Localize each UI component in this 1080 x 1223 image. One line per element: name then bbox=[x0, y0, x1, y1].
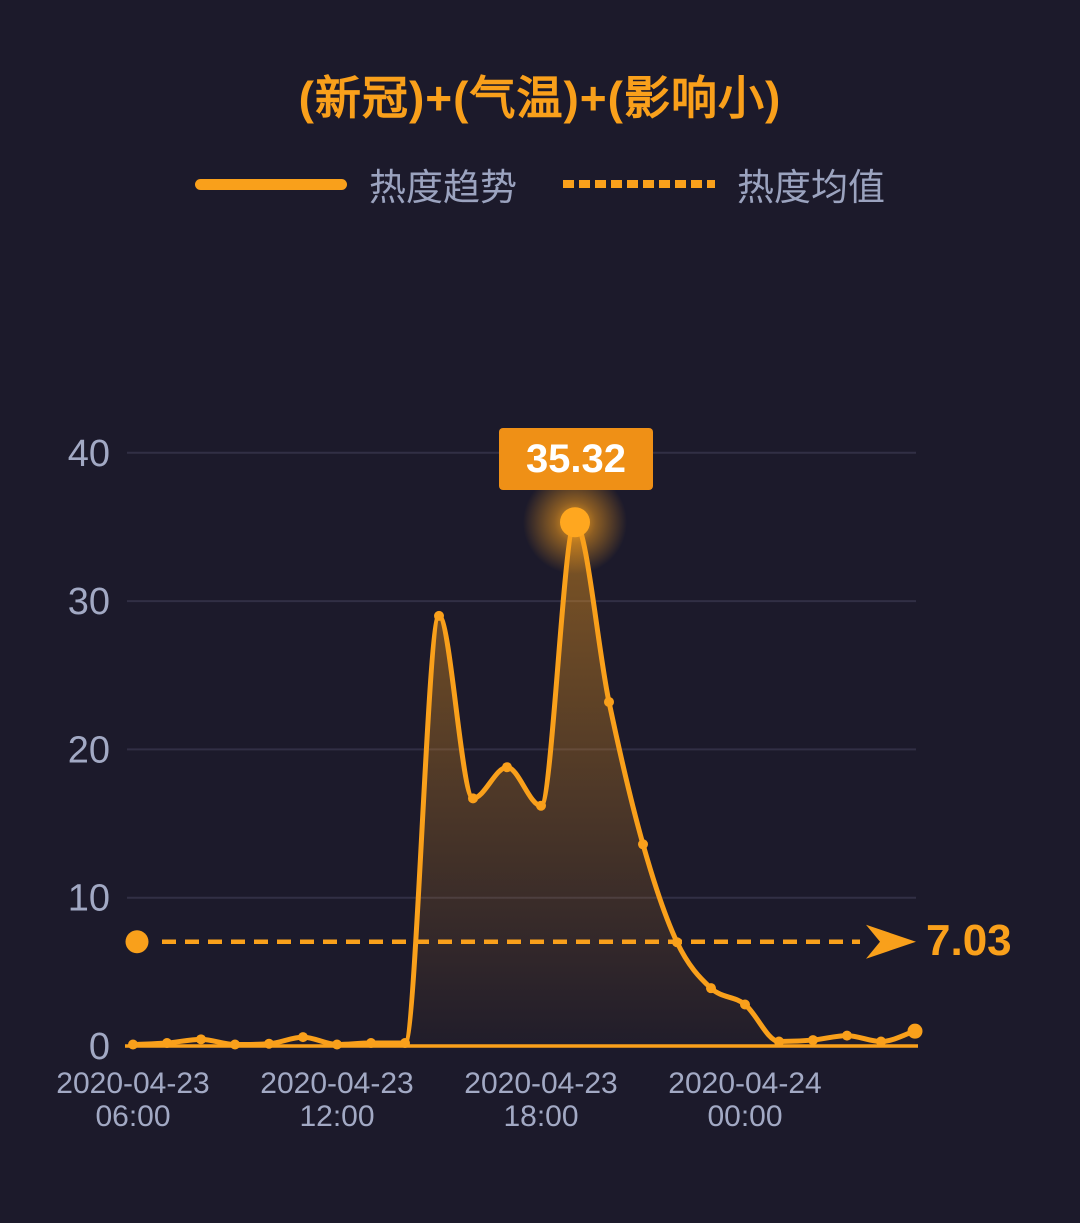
data-point[interactable] bbox=[842, 1030, 852, 1041]
data-point[interactable] bbox=[876, 1036, 886, 1047]
data-point[interactable] bbox=[434, 610, 444, 621]
legend: 热度趋势 热度均值 bbox=[0, 158, 1080, 210]
data-point[interactable] bbox=[128, 1039, 138, 1050]
average-value-label: 7.03 bbox=[926, 916, 1012, 965]
legend-label-trend: 热度趋势 bbox=[369, 167, 517, 208]
data-point[interactable] bbox=[638, 839, 648, 850]
y-axis-label: 30 bbox=[68, 581, 110, 623]
x-axis-label-time: 18:00 bbox=[503, 1100, 578, 1133]
highlighted-data-point[interactable] bbox=[560, 507, 590, 538]
y-axis-label: 10 bbox=[68, 878, 110, 920]
y-axis-label: 40 bbox=[68, 433, 110, 475]
series-area bbox=[133, 522, 915, 1046]
x-axis-label-date: 2020-04-23 bbox=[464, 1067, 617, 1100]
data-point[interactable] bbox=[196, 1034, 206, 1045]
chart-title: (新冠)+(气温)+(影响小) bbox=[298, 72, 782, 124]
x-axis-label-time: 06:00 bbox=[95, 1100, 170, 1133]
legend-item-average[interactable]: 热度均值 bbox=[563, 157, 885, 211]
solid-line-swatch-icon bbox=[195, 178, 347, 190]
data-point[interactable] bbox=[162, 1038, 172, 1049]
data-point[interactable] bbox=[230, 1039, 240, 1050]
data-point[interactable] bbox=[264, 1038, 274, 1049]
tooltip: 35.32 bbox=[499, 428, 653, 490]
data-point[interactable] bbox=[366, 1038, 376, 1049]
data-point[interactable] bbox=[400, 1038, 410, 1049]
arrow-right-icon bbox=[866, 924, 916, 959]
data-point[interactable] bbox=[604, 696, 614, 707]
dashed-line-swatch-icon bbox=[563, 180, 715, 188]
x-axis-label-time: 12:00 bbox=[299, 1100, 374, 1133]
data-point[interactable] bbox=[332, 1039, 342, 1050]
data-point[interactable] bbox=[740, 999, 750, 1010]
data-point[interactable] bbox=[502, 762, 512, 773]
average-line-start-dot bbox=[125, 930, 149, 954]
x-axis-label-time: 00:00 bbox=[707, 1100, 782, 1133]
x-axis-label-date: 2020-04-24 bbox=[668, 1067, 821, 1100]
data-point[interactable] bbox=[774, 1036, 784, 1047]
data-point[interactable] bbox=[808, 1035, 818, 1046]
x-axis-label-date: 2020-04-23 bbox=[260, 1067, 413, 1100]
y-axis-label: 20 bbox=[68, 729, 110, 771]
legend-label-average: 热度均值 bbox=[737, 167, 885, 208]
data-point[interactable] bbox=[468, 793, 478, 804]
data-point[interactable] bbox=[706, 983, 716, 994]
data-point[interactable] bbox=[298, 1032, 308, 1043]
data-point[interactable] bbox=[536, 800, 546, 811]
legend-item-trend[interactable]: 热度趋势 bbox=[195, 157, 517, 211]
data-point[interactable] bbox=[907, 1023, 923, 1039]
data-point[interactable] bbox=[672, 937, 682, 948]
series-line[interactable] bbox=[130, 519, 918, 1048]
y-axis-label: 0 bbox=[89, 1026, 110, 1068]
x-axis-label-date: 2020-04-23 bbox=[56, 1067, 209, 1100]
